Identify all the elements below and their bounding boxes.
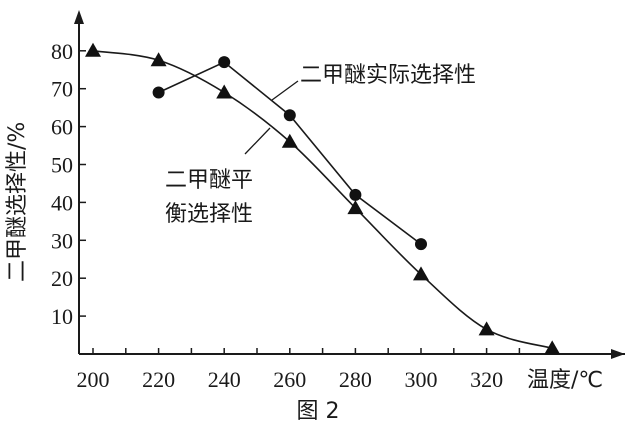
x-axis-arrow-icon bbox=[611, 349, 625, 359]
circle-marker-icon bbox=[283, 109, 296, 122]
triangle-marker-icon bbox=[281, 133, 298, 148]
x-tick-label: 320 bbox=[470, 367, 503, 392]
equilibrium-leader-line bbox=[244, 127, 271, 155]
actual-selectivity-label: 二甲醚实际选择性 bbox=[300, 63, 476, 88]
actual-leader-line bbox=[271, 80, 299, 101]
y-tick-label: 30 bbox=[51, 228, 73, 253]
y-axis-title: 二甲醚选择性/% bbox=[5, 122, 30, 282]
circle-marker-icon bbox=[152, 86, 165, 99]
axes: 200 220 240 260 280 300 320 10 20 30 40 50 60 70 80 温度/… bbox=[5, 10, 625, 424]
x-tick-label: 280 bbox=[339, 367, 372, 392]
figure-caption: 图 2 bbox=[297, 399, 340, 424]
triangle-marker-icon bbox=[347, 200, 364, 215]
y-tick-label: 60 bbox=[51, 115, 73, 140]
y-tick-label: 40 bbox=[51, 190, 73, 215]
x-tick-label: 260 bbox=[273, 367, 306, 392]
triangle-marker-icon bbox=[85, 42, 101, 57]
triangle-marker-icon bbox=[150, 52, 167, 67]
x-axis-title: 温度/℃ bbox=[527, 368, 603, 393]
y-tick-label: 70 bbox=[51, 77, 73, 102]
equilibrium-selectivity-label-line1: 二甲醚平 bbox=[165, 168, 253, 193]
x-tick-label: 220 bbox=[142, 367, 175, 392]
equilibrium-selectivity-label-line2: 衡选择性 bbox=[165, 202, 253, 227]
triangle-marker-icon bbox=[413, 266, 429, 281]
circle-marker-icon bbox=[218, 56, 231, 69]
triangle-marker-icon bbox=[216, 84, 233, 99]
circle-marker-icon bbox=[415, 238, 427, 251]
triangle-marker-icon bbox=[478, 321, 495, 336]
y-tick-label: 80 bbox=[51, 39, 73, 64]
x-tick-label: 240 bbox=[208, 367, 241, 392]
circle-marker-icon bbox=[349, 188, 362, 201]
x-tick-label: 200 bbox=[77, 367, 110, 392]
data-series bbox=[85, 42, 561, 355]
triangle-marker-icon bbox=[544, 340, 561, 355]
y-tick-label: 50 bbox=[51, 153, 73, 178]
y-tick-label: 20 bbox=[51, 266, 73, 291]
y-tick-label: 10 bbox=[51, 304, 73, 329]
x-tick-label: 300 bbox=[405, 367, 438, 392]
equilibrium-selectivity-line bbox=[92, 50, 553, 350]
y-axis-arrow-icon bbox=[74, 10, 84, 24]
